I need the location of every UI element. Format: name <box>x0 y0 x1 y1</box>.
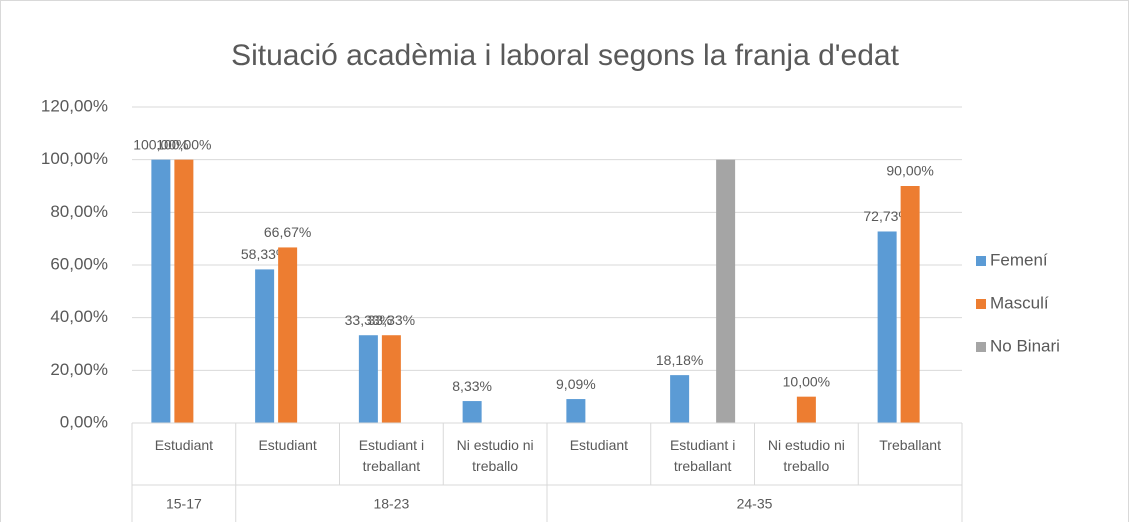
y-tick-label: 80,00% <box>50 202 108 221</box>
group-label: 18-23 <box>373 496 409 512</box>
bar <box>151 159 171 423</box>
bar <box>462 401 482 423</box>
data-label: 58,33% <box>241 246 288 262</box>
legend-label: Femení <box>990 250 1048 269</box>
bar <box>670 375 690 423</box>
legend-swatch <box>976 256 986 266</box>
data-label: 100,00% <box>156 136 211 152</box>
bar <box>278 247 298 423</box>
bar <box>358 335 378 423</box>
x-tick-label: Estudiant <box>154 437 214 453</box>
group-label: 24-35 <box>737 496 773 512</box>
x-tick-label: Treballant <box>879 437 941 453</box>
x-tick-label: Ni estudio ni treballo <box>767 437 845 474</box>
legend-swatch <box>976 342 986 352</box>
y-tick-label: 20,00% <box>50 360 108 379</box>
legend-label: Masculí <box>990 293 1049 312</box>
bar <box>716 159 736 423</box>
y-tick-label: 40,00% <box>50 307 108 326</box>
bar <box>566 399 586 423</box>
data-label: 33,33% <box>368 312 415 328</box>
data-label: 33,33% <box>345 312 392 328</box>
bar <box>255 269 275 423</box>
x-tick-label: Estudiant i treballant <box>358 437 425 474</box>
data-label: 9,09% <box>556 376 596 392</box>
bar <box>900 186 920 423</box>
data-label: 10,00% <box>783 373 830 389</box>
group-label: 15-17 <box>166 496 202 512</box>
data-label: 100,00% <box>133 136 188 152</box>
legend-label: No Binari <box>990 336 1060 355</box>
y-tick-label: 60,00% <box>50 254 108 273</box>
bar <box>174 159 194 423</box>
bar <box>381 335 401 423</box>
bar <box>877 231 897 423</box>
y-tick-label: 100,00% <box>41 149 108 168</box>
x-tick-label: Ni estudio ni treballo <box>456 437 534 474</box>
legend-swatch <box>976 299 986 309</box>
bar <box>796 396 816 423</box>
chart-title: Situació acadèmia i laboral segons la fr… <box>231 39 899 72</box>
x-tick-label: Estudiant i treballant <box>669 437 736 474</box>
data-label: 8,33% <box>452 378 492 394</box>
data-label: 18,18% <box>656 352 703 368</box>
x-tick-label: Estudiant <box>258 437 317 453</box>
data-label: 66,67% <box>264 224 311 240</box>
data-label: 72,73% <box>863 208 910 224</box>
data-label: 90,00% <box>886 163 933 179</box>
y-tick-label: 120,00% <box>41 96 108 115</box>
y-tick-label: 0,00% <box>60 412 108 431</box>
x-tick-label: Estudiant <box>569 437 629 453</box>
